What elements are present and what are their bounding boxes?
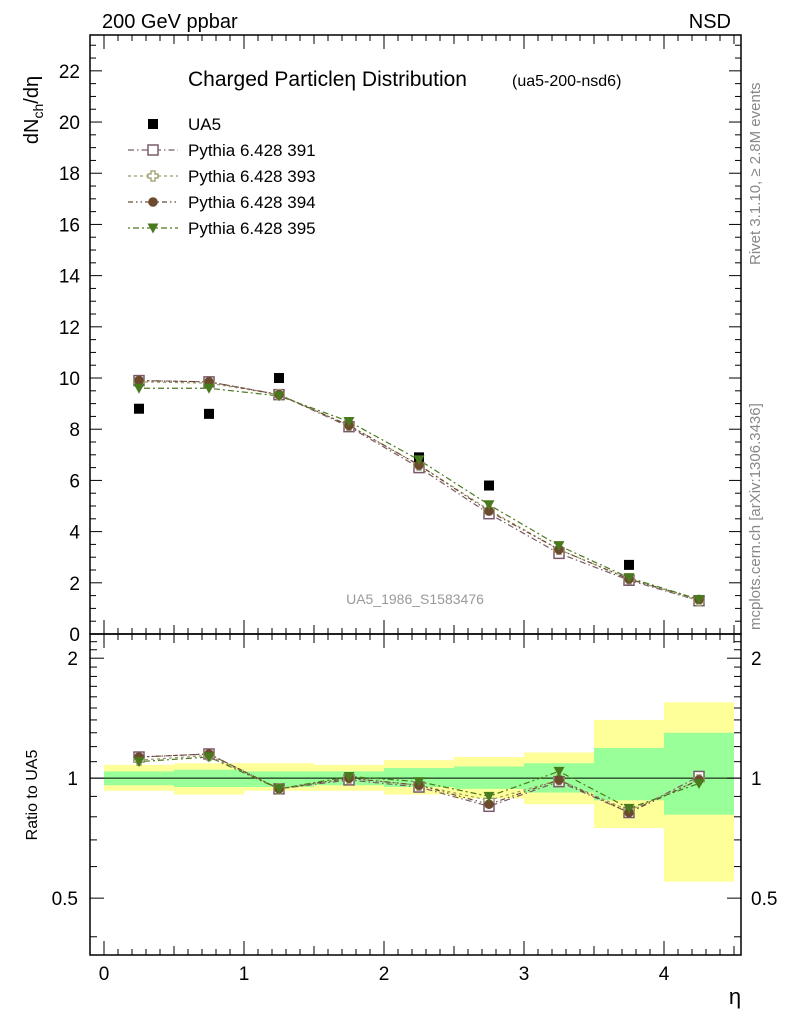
- main-data-point: [623, 573, 635, 584]
- ratio-data-point: [133, 757, 145, 768]
- main-data-point: [413, 455, 425, 466]
- legend-label: Pythia 6.428 393: [188, 167, 316, 186]
- legend-marker: [147, 170, 159, 182]
- x-tick-label: 1: [239, 964, 250, 985]
- ratio-data-point: [413, 777, 425, 788]
- legend-marker: [148, 119, 158, 129]
- main-data-point: [134, 375, 144, 386]
- ratio-frame: [89, 633, 742, 956]
- main-series-line: [138, 379, 700, 602]
- ratio-y-tick-label: 1: [67, 769, 78, 790]
- chart-title: Charged Particleη Distribution: [188, 68, 467, 91]
- legend-marker: [147, 144, 159, 156]
- main-data-point: [553, 541, 565, 552]
- ratio-y-tick-label: 2: [67, 649, 78, 670]
- header-event-type-label: NSD: [689, 11, 731, 33]
- legend-label: Pythia 6.428 395: [188, 219, 316, 238]
- main-data-point: [204, 408, 214, 419]
- x-tick-label: 0: [99, 964, 110, 985]
- main-y-axis-title: dNch/dη: [21, 76, 46, 144]
- ratio-y-tick-label: 0.5: [52, 889, 78, 910]
- main-data-point: [693, 594, 705, 605]
- legend-marker: [148, 197, 158, 207]
- ratio-x-axis-title: η: [729, 984, 741, 1009]
- ratio-axis-ticks: 0 1 2 3 4 0.5 0.5 1 1 2 2: [52, 633, 777, 985]
- ratio-panel: 0 1 2 3 4 0.5 0.5 1 1 2 2 Ratio to UA5 η: [24, 633, 777, 1009]
- chart-subtitle: (ua5-200-nsd6): [512, 73, 621, 90]
- ratio-data-point: [554, 775, 564, 785]
- main-series-line: [139, 387, 700, 601]
- main-data-point: [273, 391, 285, 402]
- legend-label: Pythia 6.428 394: [188, 193, 316, 212]
- y-tick-label: 22: [59, 62, 80, 83]
- side-label-rivet: Rivet 3.1.10, ≥ 2.8M events: [747, 83, 764, 266]
- x-tick-label: 4: [659, 964, 670, 985]
- y-tick-label: 8: [69, 420, 80, 441]
- y-tick-label: 14: [59, 267, 81, 288]
- x-tick-label: 2: [379, 964, 390, 985]
- main-data-point: [274, 373, 284, 384]
- main-series-markers: [133, 373, 705, 607]
- y-tick-label: 2: [69, 574, 80, 595]
- legend-entry: UA5: [148, 115, 221, 134]
- y-tick-label: 0: [69, 625, 80, 646]
- main-series-lines: [138, 379, 700, 602]
- ratio-y-tick-label: 2: [751, 649, 762, 670]
- y-tick-label: 20: [59, 113, 80, 134]
- legend-entry: Pythia 6.428 391: [128, 141, 316, 160]
- legend-label: Pythia 6.428 391: [188, 141, 316, 160]
- ratio-data-point: [203, 752, 215, 763]
- legend-marker: [147, 223, 159, 234]
- y-tick-label: 12: [59, 318, 80, 339]
- main-data-point: [483, 500, 495, 511]
- ratio-data-point: [273, 784, 285, 795]
- ratio-y-tick-label: 1: [751, 769, 762, 790]
- x-tick-label: 3: [519, 964, 530, 985]
- ratio-series-markers: [133, 748, 705, 819]
- header-process-label: 200 GeV ppbar: [102, 11, 238, 33]
- ratio-data-point: [693, 778, 705, 789]
- main-data-point: [484, 480, 494, 491]
- y-tick-label: 10: [59, 369, 80, 390]
- ratio-data-point: [623, 803, 635, 814]
- main-axis-ticks: 0 2 4 6 8 10 12 14 16 18 20 22: [59, 35, 741, 646]
- legend-entry: Pythia 6.428 395: [128, 219, 316, 238]
- main-data-point: [203, 383, 215, 394]
- ratio-y-axis-title: Ratio to UA5: [24, 750, 41, 841]
- side-label-mcplots: mcplots.cern.ch [arXiv:1306.3436]: [747, 403, 764, 630]
- ratio-data-point: [343, 771, 355, 782]
- main-panel: 0 2 4 6 8 10 12 14 16 18 20 22 dNch/dη Charged Part…: [21, 34, 742, 646]
- ratio-data-point: [483, 791, 495, 802]
- ratio-data-point: [553, 766, 565, 777]
- y-tick-label: 16: [59, 215, 80, 236]
- legend: UA5 Pythia 6.428 391 Pythia 6.428 393 Pythi…: [128, 115, 316, 238]
- legend-entry: Pythia 6.428 394: [128, 193, 316, 212]
- main-data-point: [624, 559, 634, 570]
- ratio-band-inner: [594, 748, 664, 801]
- y-tick-label: 18: [59, 164, 80, 185]
- ratio-band-inner: [454, 766, 524, 789]
- main-data-point: [484, 506, 494, 516]
- ratio-y-tick-label: 0.5: [751, 889, 777, 910]
- main-series-line: [138, 379, 700, 601]
- ratio-data-point: [484, 799, 494, 810]
- main-data-point: [133, 383, 145, 394]
- main-data-point: [134, 403, 144, 414]
- main-data-point: [343, 417, 355, 428]
- analysis-watermark: UA5_1986_S1583476: [346, 591, 484, 607]
- legend-label: UA5: [188, 115, 221, 134]
- ratio-band-inner: [244, 771, 314, 788]
- legend-entry: Pythia 6.428 393: [128, 167, 316, 186]
- main-series-line: [138, 381, 700, 602]
- y-tick-label: 4: [69, 523, 80, 544]
- y-tick-label: 6: [69, 471, 80, 492]
